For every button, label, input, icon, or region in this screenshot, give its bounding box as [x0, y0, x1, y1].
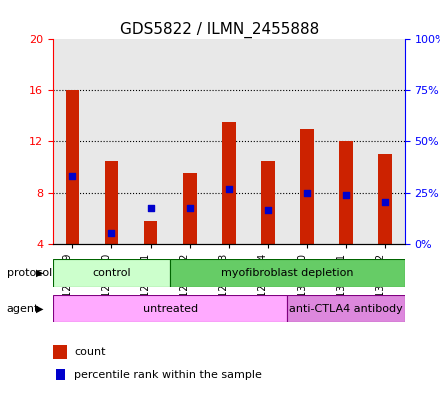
Text: agent: agent	[7, 303, 39, 314]
Point	[382, 198, 389, 205]
Point	[343, 192, 350, 198]
Bar	[248, 39, 287, 244]
Bar	[339, 141, 353, 244]
Text: control: control	[92, 268, 131, 278]
Point	[225, 185, 232, 192]
Bar	[222, 122, 236, 244]
Text: untreated: untreated	[143, 303, 198, 314]
Text: anti-CTLA4 antibody: anti-CTLA4 antibody	[289, 303, 403, 314]
Bar	[53, 259, 170, 287]
Bar	[170, 39, 209, 244]
Bar	[144, 220, 158, 244]
Point	[304, 189, 311, 196]
Point	[69, 173, 76, 179]
Bar	[209, 39, 248, 244]
Bar	[326, 39, 366, 244]
Bar	[66, 90, 79, 244]
Bar	[261, 161, 275, 244]
Bar	[53, 295, 287, 322]
Text: ▶: ▶	[36, 303, 44, 314]
Bar	[92, 39, 131, 244]
Text: ▶: ▶	[36, 268, 44, 278]
Bar	[105, 161, 118, 244]
Text: protocol: protocol	[7, 268, 52, 278]
Text: GDS5822 / ILMN_2455888: GDS5822 / ILMN_2455888	[121, 22, 319, 38]
Bar	[53, 345, 67, 359]
Bar	[183, 173, 197, 244]
Text: count: count	[74, 347, 106, 357]
Bar	[300, 129, 314, 244]
Bar	[287, 39, 326, 244]
Bar	[378, 154, 392, 244]
Bar	[56, 369, 65, 380]
Point	[147, 205, 154, 211]
Bar	[366, 39, 405, 244]
Text: percentile rank within the sample: percentile rank within the sample	[74, 370, 262, 380]
Bar	[170, 259, 405, 287]
Point	[108, 230, 115, 237]
Bar	[53, 39, 92, 244]
Bar	[131, 39, 170, 244]
Bar	[287, 295, 405, 322]
Point	[264, 207, 271, 213]
Point	[186, 205, 193, 211]
Text: myofibroblast depletion: myofibroblast depletion	[221, 268, 354, 278]
